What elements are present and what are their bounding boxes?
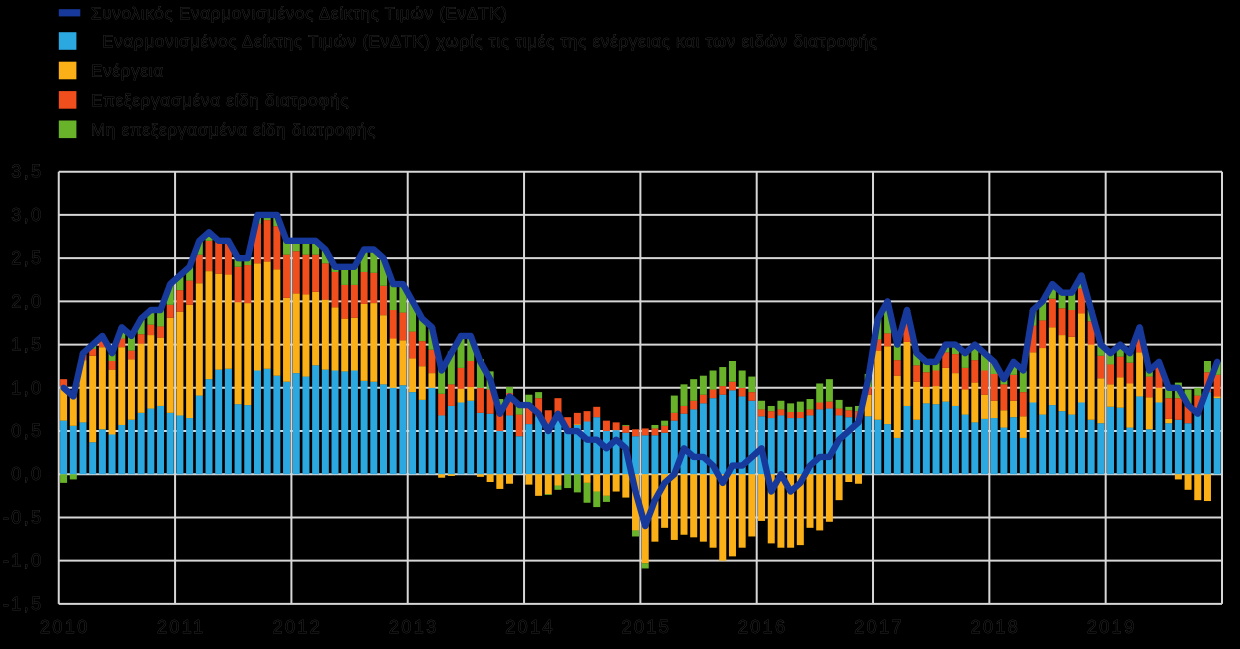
- svg-text:2012: 2012: [273, 617, 323, 637]
- svg-text:2013: 2013: [389, 617, 439, 637]
- svg-text:2015: 2015: [622, 617, 672, 637]
- svg-text:2018: 2018: [971, 617, 1021, 637]
- svg-text:Επεξεργασμένα είδη διατροφής: Επεξεργασμένα είδη διατροφής: [91, 91, 349, 110]
- svg-text:-1,0: -1,0: [3, 551, 44, 571]
- svg-text:2,5: 2,5: [11, 248, 43, 268]
- svg-text:0,0: 0,0: [11, 464, 43, 484]
- svg-text:Μη επεξεργασμένα είδη διατροφή: Μη επεξεργασμένα είδη διατροφής: [91, 120, 376, 139]
- svg-text:-0,5: -0,5: [3, 508, 44, 528]
- svg-text:1,5: 1,5: [11, 335, 43, 355]
- svg-text:2016: 2016: [738, 617, 788, 637]
- svg-text:3,0: 3,0: [11, 205, 43, 225]
- svg-text:2,0: 2,0: [11, 291, 43, 311]
- svg-text:1,0: 1,0: [11, 378, 43, 398]
- svg-text:2017: 2017: [854, 617, 904, 637]
- svg-text:0,5: 0,5: [11, 421, 43, 441]
- svg-text:Ενέργεια: Ενέργεια: [91, 62, 164, 81]
- svg-text:2019: 2019: [1087, 617, 1137, 637]
- svg-text:-1,5: -1,5: [3, 594, 44, 614]
- svg-text:2010: 2010: [40, 617, 90, 637]
- svg-text:Εναρμονισμένος Δείκτης Τιμών (: Εναρμονισμένος Δείκτης Τιμών (ΕνΔΤΚ) χωρ…: [102, 32, 878, 51]
- svg-text:2014: 2014: [505, 617, 555, 637]
- svg-text:2011: 2011: [157, 617, 205, 637]
- svg-text:3,5: 3,5: [11, 162, 43, 182]
- svg-text:Συνολικός Εναρμονισμένος Δείκτ: Συνολικός Εναρμονισμένος Δείκτης Τιμών (…: [91, 4, 508, 23]
